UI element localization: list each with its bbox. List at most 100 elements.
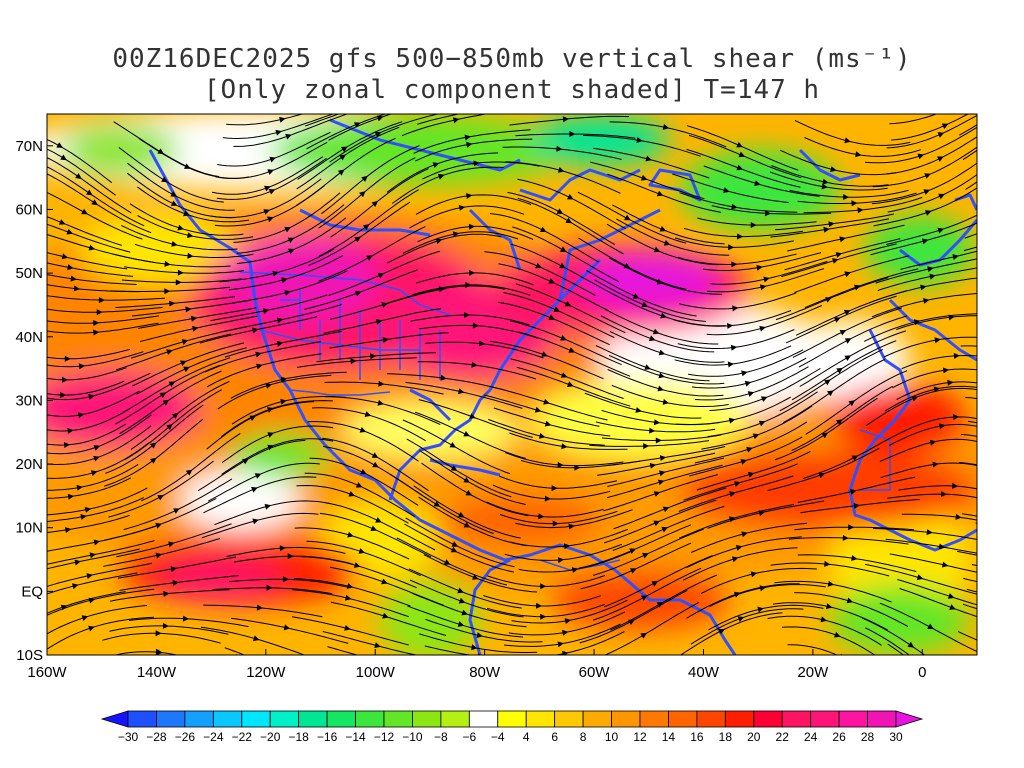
streamline-arrowhead xyxy=(342,671,349,677)
streamline-arrowhead xyxy=(758,510,766,517)
colorbar-swatch xyxy=(838,710,868,728)
streamline-arrowhead xyxy=(268,189,276,195)
colorbar-swatch xyxy=(639,710,669,728)
streamline-arrowhead xyxy=(463,477,470,483)
streamline-arrowhead xyxy=(937,227,945,234)
colorbar-swatch xyxy=(753,710,783,728)
streamline-arrowhead xyxy=(164,260,171,267)
streamline-arrowhead xyxy=(279,545,286,552)
streamline-arrowhead xyxy=(170,566,177,573)
colorbar-label: −8 xyxy=(434,730,448,744)
colorbar-label: 6 xyxy=(551,730,558,744)
streamline-arrowhead xyxy=(653,491,661,497)
streamline-arrowhead xyxy=(929,674,936,680)
streamline-arrowhead xyxy=(947,593,955,599)
streamline-arrowhead xyxy=(192,325,199,332)
streamline-arrowhead xyxy=(844,355,852,361)
streamline-arrowhead xyxy=(463,522,471,528)
streamline-arrowhead xyxy=(828,221,835,228)
streamline-arrowhead xyxy=(747,391,755,397)
political-boundaries xyxy=(239,271,891,571)
streamline xyxy=(236,654,239,655)
coastlines xyxy=(148,118,977,655)
streamline-arrowhead xyxy=(76,484,83,491)
streamline-arrowhead xyxy=(1016,587,1022,593)
colorbar-label: −26 xyxy=(175,730,196,744)
streamline-arrowhead xyxy=(544,495,551,502)
lat-tick-label: 30N xyxy=(15,392,43,409)
streamline-arrowhead xyxy=(640,174,648,181)
streamline-arrowhead xyxy=(88,244,96,251)
streamline-arrowhead xyxy=(750,222,757,228)
colorbar-swatch xyxy=(241,710,271,728)
streamline-arrowhead xyxy=(466,141,473,148)
streamline xyxy=(985,382,1024,441)
streamline-arrowhead xyxy=(1007,154,1014,160)
streamline-arrowhead xyxy=(548,314,556,321)
streamline-arrowhead xyxy=(938,193,945,200)
streamline-arrowhead xyxy=(657,479,665,486)
streamline-arrowhead xyxy=(843,309,851,316)
streamline-arrowhead xyxy=(836,419,843,426)
streamline-arrowhead xyxy=(651,581,659,587)
streamline-arrowhead xyxy=(827,580,835,587)
streamline-arrowhead xyxy=(750,571,758,578)
colorbar-label: −24 xyxy=(203,730,224,744)
streamline xyxy=(975,522,977,524)
streamline-arrowhead xyxy=(662,124,670,130)
lon-tick-label: 100W xyxy=(356,664,396,681)
streamline-arrowhead xyxy=(540,613,547,620)
streamline-arrowhead xyxy=(184,163,191,169)
streamline-arrowhead xyxy=(63,442,71,448)
streamline-arrowhead xyxy=(77,412,85,419)
streamline-arrowhead xyxy=(538,513,545,520)
streamline-arrowhead xyxy=(929,439,937,446)
streamline-arrowhead xyxy=(172,580,179,586)
lon-tick-label: 140W xyxy=(137,664,177,681)
lon-tick-label: 60W xyxy=(579,664,611,681)
streamline-arrowhead xyxy=(927,623,934,630)
colorbar-swatch xyxy=(440,710,470,728)
streamline-arrowhead xyxy=(159,392,167,399)
streamline-arrowhead xyxy=(569,131,576,137)
streamline-arrowhead xyxy=(732,305,739,312)
lat-tick-label: EQ xyxy=(21,583,43,600)
streamline-arrowhead xyxy=(56,142,63,148)
streamline-arrowhead xyxy=(659,226,667,232)
streamline-arrowhead xyxy=(657,385,664,392)
streamline-arrowhead xyxy=(267,216,274,223)
streamline xyxy=(981,288,1024,291)
streamline-arrowhead xyxy=(61,253,69,260)
streamline-arrowhead xyxy=(267,444,274,451)
streamline-arrowhead xyxy=(565,217,573,224)
streamline-arrowhead xyxy=(272,270,279,277)
streamline-arrowhead xyxy=(282,576,289,583)
streamline-arrowhead xyxy=(344,594,352,601)
streamline-arrowhead xyxy=(472,322,479,329)
streamline-arrowhead xyxy=(374,642,381,649)
streamline-arrowhead xyxy=(449,442,457,448)
streamline-arrowhead xyxy=(843,194,850,200)
streamline-arrowhead xyxy=(850,488,857,495)
streamline-arrowhead xyxy=(1021,183,1024,189)
streamline xyxy=(424,645,474,655)
streamline-arrowhead xyxy=(571,567,579,573)
streamline-arrowhead xyxy=(916,686,923,692)
streamline-arrowhead xyxy=(451,541,459,547)
lon-tick-label: 120W xyxy=(246,664,286,681)
streamline-arrowhead xyxy=(93,329,100,336)
streamline-arrowhead xyxy=(953,352,960,359)
lat-tick-label: 50N xyxy=(15,265,43,282)
streamline-arrowhead xyxy=(728,516,736,523)
streamline-arrowhead xyxy=(942,367,950,374)
streamline-arrowhead xyxy=(465,490,473,496)
colorbar-swatch xyxy=(554,710,584,728)
streamline-arrowhead xyxy=(468,223,475,230)
streamline-arrowhead xyxy=(58,219,66,225)
streamline-arrowhead xyxy=(752,433,760,440)
streamline-arrowhead xyxy=(74,559,81,566)
streamline-arrowhead xyxy=(757,606,764,613)
streamline-arrowhead xyxy=(764,210,772,217)
streamline-arrowhead xyxy=(1013,214,1020,220)
streamline-arrowhead xyxy=(824,379,831,386)
